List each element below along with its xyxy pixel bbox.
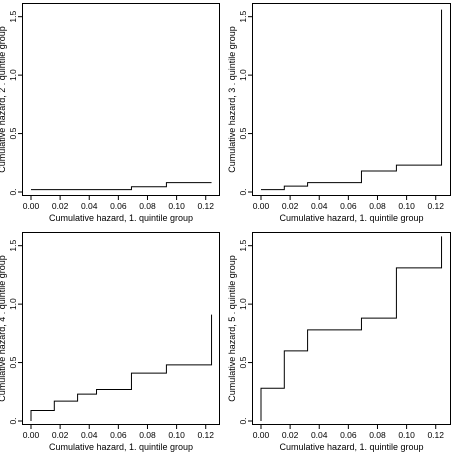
step-series-line (261, 9, 443, 191)
x-tick-label: 0.00 (23, 201, 40, 211)
y-tick-label: 0.5 (8, 127, 18, 139)
chart-panel-3: 0.00 0.02 0.04 0.06 0.08 0.10 0.120.0.51.01.5C… (0, 232, 220, 452)
x-tick-label: 0.02 (282, 201, 299, 211)
x-tick-label: 0.08 (369, 201, 386, 211)
plot-frame (252, 3, 451, 196)
x-tick-label: 0.06 (110, 430, 127, 440)
x-tick-label: 0.12 (197, 430, 214, 440)
x-tick-label: 0.06 (110, 201, 127, 211)
y-tick-label: 0.5 (238, 127, 248, 139)
plot-frame (252, 232, 451, 425)
y-tick-label: 0. (8, 417, 18, 424)
chart-panel-1: 0.00 0.02 0.04 0.06 0.08 0.10 0.120.0.51.01.5C… (0, 3, 220, 223)
y-axis-title: Cumulative hazard, 4 . quintile group (0, 255, 7, 402)
y-tick-label: 1.5 (238, 240, 248, 252)
step-series-line (30, 314, 213, 421)
x-tick-label: 0.00 (23, 430, 40, 440)
y-tick-label: 1.0 (238, 69, 248, 81)
y-tick-label: 1.0 (8, 298, 18, 310)
y-tick-label: 1.0 (8, 69, 18, 81)
y-tick-label: 0. (238, 188, 248, 195)
x-axis-title: Cumulative hazard, 1. quintile group (49, 442, 193, 452)
x-tick-label: 0.08 (139, 430, 156, 440)
x-tick-label: 0.00 (253, 201, 270, 211)
y-tick-label: 0.5 (8, 356, 18, 368)
y-tick-label: 0. (8, 188, 18, 195)
x-axis-title: Cumulative hazard, 1. quintile group (279, 213, 423, 223)
step-series-line (260, 236, 443, 421)
y-axis-title: Cumulative hazard, 2 . quintile group (0, 26, 7, 173)
x-tick-label: 0.04 (81, 201, 98, 211)
plot-frame (22, 3, 220, 196)
x-tick-label: 0.08 (369, 430, 386, 440)
y-tick-label: 0.5 (238, 356, 248, 368)
y-tick-label: 1.5 (8, 11, 18, 23)
x-tick-label: 0.10 (398, 201, 415, 211)
y-tick-label: 1.5 (238, 11, 248, 23)
x-tick-label: 0.12 (427, 430, 444, 440)
chart-panel-2: 0.00 0.02 0.04 0.06 0.08 0.10 0.120.0.51.01.5C… (227, 3, 451, 223)
plot-frame (22, 232, 220, 425)
x-tick-label: 0.00 (253, 430, 270, 440)
x-tick-label: 0.06 (340, 201, 357, 211)
x-tick-label: 0.04 (81, 430, 98, 440)
x-tick-label: 0.02 (52, 430, 69, 440)
x-axis-title: Cumulative hazard, 1. quintile group (49, 213, 193, 223)
x-tick-label: 0.02 (282, 430, 299, 440)
x-tick-label: 0.04 (311, 430, 328, 440)
x-tick-label: 0.02 (52, 201, 69, 211)
x-tick-label: 0.12 (427, 201, 444, 211)
x-tick-label: 0.12 (197, 201, 214, 211)
y-tick-label: 1.5 (8, 240, 18, 252)
y-tick-label: 0. (238, 417, 248, 424)
y-axis-title: Cumulative hazard, 5 . quintile group (227, 255, 237, 402)
chart-panel-4: 0.00 0.02 0.04 0.06 0.08 0.10 0.120.0.51.01.5C… (227, 232, 451, 452)
x-tick-label: 0.04 (311, 201, 328, 211)
y-tick-label: 1.0 (238, 298, 248, 310)
x-tick-label: 0.06 (340, 430, 357, 440)
x-tick-label: 0.10 (168, 201, 185, 211)
x-tick-label: 0.10 (398, 430, 415, 440)
y-axis-title: Cumulative hazard, 3 . quintile group (227, 26, 237, 173)
step-series-line (31, 182, 212, 191)
x-tick-label: 0.10 (168, 430, 185, 440)
x-axis-title: Cumulative hazard, 1. quintile group (279, 442, 423, 452)
x-tick-label: 0.08 (139, 201, 156, 211)
